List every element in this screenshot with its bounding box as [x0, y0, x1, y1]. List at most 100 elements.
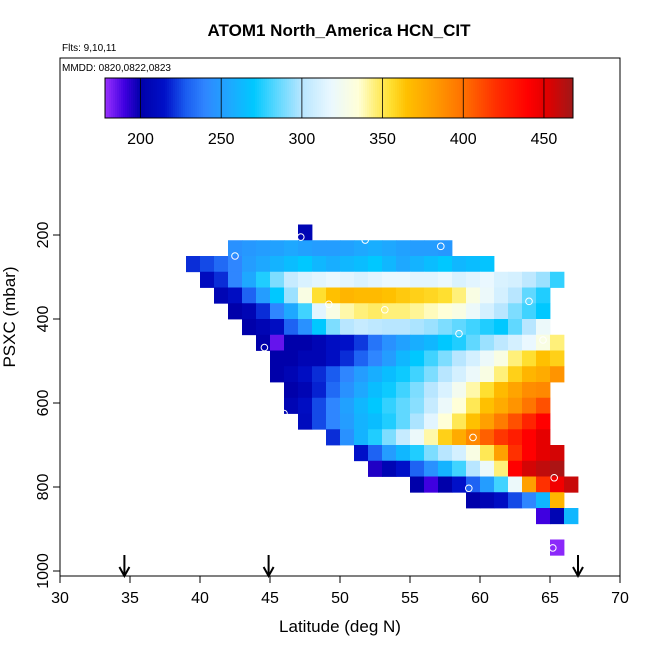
- heatmap-cell: [522, 460, 537, 477]
- heatmap-cell: [256, 334, 271, 351]
- colorbar-segment: [255, 78, 258, 118]
- heatmap-cell: [284, 256, 299, 273]
- colorbar-segment: [411, 78, 414, 118]
- colorbar-segment: [123, 78, 126, 118]
- heatmap-cell: [438, 476, 453, 493]
- colorbar-segment: [517, 78, 520, 118]
- heatmap-cell: [452, 445, 467, 462]
- heatmap-cell: [508, 303, 523, 320]
- colorbar-segment: [115, 78, 118, 118]
- colorbar-segment: [507, 78, 510, 118]
- colorbar-segment: [445, 78, 448, 118]
- heatmap-cell: [494, 476, 509, 493]
- colorbar-segment: [359, 78, 362, 118]
- x-axis-label: Latitude (deg N): [279, 617, 401, 636]
- heatmap-cell: [410, 382, 425, 399]
- colorbar-segment: [275, 78, 278, 118]
- colorbar-segment: [357, 78, 360, 118]
- heatmap-cell: [396, 413, 411, 430]
- heatmap-cell: [284, 397, 299, 414]
- colorbar-segment: [485, 78, 488, 118]
- heatmap-cell: [452, 460, 467, 477]
- heatmap-cell: [452, 397, 467, 414]
- heatmap-cell: [508, 319, 523, 336]
- heatmap-cell: [522, 271, 537, 288]
- colorbar-segment: [111, 78, 114, 118]
- colorbar-segment: [535, 78, 538, 118]
- colorbar-segment: [161, 78, 164, 118]
- colorbar-segment: [245, 78, 248, 118]
- colorbar-segment: [397, 78, 400, 118]
- heatmap-cell: [466, 287, 481, 304]
- colorbar-segment: [159, 78, 162, 118]
- heatmap-cell: [228, 303, 243, 320]
- colorbar-segment: [181, 78, 184, 118]
- heatmap-cell: [326, 397, 341, 414]
- heatmap-cell: [452, 256, 467, 273]
- colorbar-segment: [175, 78, 178, 118]
- heatmap-cell: [494, 303, 509, 320]
- heatmap-cell: [466, 334, 481, 351]
- heatmap-cell: [256, 319, 271, 336]
- heatmap-cell: [424, 334, 439, 351]
- sample-marker: [231, 252, 239, 260]
- heatmap-cell: [424, 397, 439, 414]
- heatmap-cell: [382, 445, 397, 462]
- colorbar-segment: [529, 78, 532, 118]
- heatmap-cell: [354, 413, 369, 430]
- colorbar-segment: [571, 78, 574, 118]
- colorbar-segment: [237, 78, 240, 118]
- sample-marker: [549, 544, 557, 552]
- latitude-arrows: [118, 555, 584, 579]
- heatmap-cell: [550, 492, 565, 509]
- heatmap-cell: [284, 334, 299, 351]
- colorbar-segment: [513, 78, 516, 118]
- colorbar-segment: [477, 78, 480, 118]
- sample-marker: [280, 409, 288, 418]
- colorbar-segment: [211, 78, 214, 118]
- colorbar-segment: [107, 78, 110, 118]
- colorbar-segment: [299, 78, 302, 118]
- heatmap-cell: [396, 334, 411, 351]
- heatmap-cell: [298, 366, 313, 383]
- heatmap-cell: [298, 271, 313, 288]
- heatmap-cell: [340, 397, 355, 414]
- heatmap-cell: [368, 287, 383, 304]
- heatmap-cell: [284, 319, 299, 336]
- heatmap-cell: [536, 476, 551, 493]
- heatmap-cell: [298, 240, 313, 257]
- heatmap-cell: [326, 319, 341, 336]
- heatmap-cell: [340, 350, 355, 367]
- heatmap-cell: [340, 287, 355, 304]
- sample-marker: [550, 473, 559, 482]
- heatmap-cell: [466, 492, 481, 509]
- colorbar-segment: [423, 78, 426, 118]
- heatmap-cell: [354, 334, 369, 351]
- colorbar-segment: [491, 78, 494, 118]
- heatmap-cell: [396, 445, 411, 462]
- heatmap-cell: [452, 303, 467, 320]
- heatmap-cell: [466, 382, 481, 399]
- heatmap-cell: [326, 429, 341, 446]
- colorbar-segment: [385, 78, 388, 118]
- heatmap-cell: [284, 382, 299, 399]
- heatmap-cell: [480, 256, 495, 273]
- colorbar-segment: [435, 78, 438, 118]
- heatmap-cell: [452, 334, 467, 351]
- colorbar-segment: [295, 78, 298, 118]
- colorbar-segment: [421, 78, 424, 118]
- colorbar-segment: [241, 78, 244, 118]
- sample-marker: [325, 300, 333, 309]
- colorbar-segment: [265, 78, 268, 118]
- colorbar-segment: [429, 78, 432, 118]
- colorbar-segment: [207, 78, 210, 118]
- colorbar-segment: [137, 78, 140, 118]
- heatmap-cell: [340, 303, 355, 320]
- heatmap-cell: [508, 460, 523, 477]
- colorbar-segment: [471, 78, 474, 118]
- colorbar-segment: [505, 78, 508, 118]
- heatmap-cell: [480, 287, 495, 304]
- colorbar-segment: [405, 78, 408, 118]
- heatmap-cell: [480, 350, 495, 367]
- heatmap-cell: [382, 271, 397, 288]
